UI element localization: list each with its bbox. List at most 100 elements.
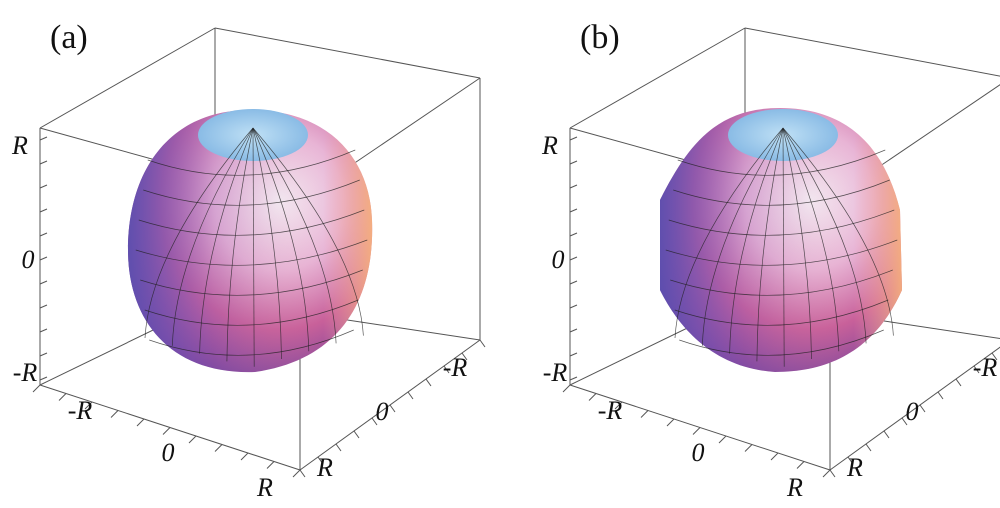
mesh-line bbox=[252, 127, 337, 344]
mesh-line bbox=[665, 239, 898, 266]
tick-mark bbox=[32, 384, 41, 393]
tick-mark bbox=[919, 404, 926, 413]
vertical-tick-label: -R bbox=[13, 358, 38, 387]
tick-mark bbox=[569, 304, 578, 309]
tick-mark bbox=[214, 444, 223, 452]
surface-shade bbox=[128, 110, 373, 373]
mesh-line bbox=[701, 127, 784, 346]
mesh-line bbox=[782, 127, 867, 344]
tick-mark bbox=[569, 184, 578, 189]
tick-mark bbox=[666, 418, 675, 427]
vertical-tick-label: R bbox=[11, 131, 28, 160]
box-edge bbox=[39, 27, 216, 129]
tick-mark bbox=[770, 452, 779, 461]
panel-label: (a) bbox=[50, 19, 88, 56]
tick-mark bbox=[110, 410, 119, 418]
tick-mark bbox=[588, 393, 597, 401]
mesh-line bbox=[140, 269, 363, 296]
side-tick-label: 0 bbox=[906, 397, 919, 426]
front-tick-label: R bbox=[256, 473, 273, 502]
mesh-line bbox=[199, 127, 254, 354]
tick-mark bbox=[718, 435, 727, 444]
tick-mark bbox=[240, 452, 249, 461]
front-tick-label: 0 bbox=[162, 438, 175, 467]
tick-mark bbox=[353, 430, 360, 439]
tick-mark bbox=[865, 443, 872, 452]
box-edge bbox=[214, 27, 481, 79]
panel: (a) R 0 -R -R 0 R -R 0 R bbox=[11, 19, 486, 502]
tick-mark bbox=[614, 401, 623, 410]
tick-mark bbox=[299, 469, 306, 478]
mesh-line bbox=[147, 149, 356, 176]
tick-mark bbox=[822, 469, 831, 478]
tick-mark bbox=[39, 208, 48, 213]
tick-mark bbox=[461, 352, 468, 361]
side-tick-label: 0 bbox=[376, 397, 389, 426]
tick-mark bbox=[317, 456, 324, 465]
tick-mark bbox=[955, 378, 962, 387]
tick-mark bbox=[569, 160, 578, 165]
tick-mark bbox=[39, 136, 48, 141]
tick-mark bbox=[569, 208, 578, 213]
side-tick-label: R bbox=[316, 453, 333, 482]
front-tick-label: -R bbox=[598, 396, 623, 425]
mesh-line bbox=[677, 149, 886, 176]
tick-mark bbox=[443, 365, 450, 374]
tick-mark bbox=[292, 469, 301, 478]
front-tick-label: 0 bbox=[692, 438, 705, 467]
mesh-line bbox=[252, 127, 255, 367]
tick-mark bbox=[58, 393, 67, 401]
tick-mark bbox=[39, 328, 48, 333]
panel: (b) R 0 -R -R 0 R -R 0 R bbox=[541, 19, 1000, 502]
tick-mark bbox=[335, 443, 342, 452]
mesh-line bbox=[252, 127, 282, 360]
tick-mark bbox=[389, 404, 396, 413]
tick-mark bbox=[162, 427, 171, 435]
tick-mark bbox=[39, 160, 48, 165]
tick-mark bbox=[744, 444, 753, 452]
mesh-line bbox=[138, 209, 365, 236]
mesh-line bbox=[252, 127, 364, 336]
tick-mark bbox=[569, 256, 578, 261]
vertical-tick-label: 0 bbox=[22, 245, 35, 274]
tick-mark bbox=[692, 427, 701, 435]
tick-mark bbox=[569, 232, 578, 237]
tick-mark bbox=[973, 365, 980, 374]
tick-mark bbox=[991, 352, 998, 361]
mesh-line bbox=[673, 179, 890, 206]
box-edge bbox=[569, 27, 746, 129]
tick-mark bbox=[39, 352, 48, 357]
mesh-line bbox=[144, 127, 254, 339]
tick-mark bbox=[39, 280, 48, 285]
front-tick-label: R bbox=[786, 473, 803, 502]
tick-mark bbox=[371, 417, 378, 426]
tick-mark bbox=[883, 430, 890, 439]
tick-mark bbox=[569, 352, 578, 357]
tick-mark bbox=[569, 280, 578, 285]
tick-mark bbox=[39, 232, 48, 237]
tick-mark bbox=[425, 378, 432, 387]
tick-mark bbox=[829, 469, 836, 478]
tick-mark bbox=[640, 410, 649, 418]
mesh-line bbox=[149, 329, 354, 356]
mesh-line bbox=[171, 127, 254, 346]
tick-mark bbox=[562, 384, 571, 393]
tick-mark bbox=[569, 136, 578, 141]
mesh-line bbox=[679, 329, 884, 356]
side-tick-label: -R bbox=[973, 353, 998, 382]
mesh-line bbox=[144, 299, 359, 326]
mesh-line bbox=[782, 127, 894, 336]
tick-mark bbox=[188, 435, 197, 444]
side-tick-label: -R bbox=[443, 353, 468, 382]
mesh-line bbox=[674, 299, 889, 326]
mesh-line bbox=[670, 269, 893, 296]
tick-mark bbox=[84, 401, 93, 410]
front-tick-label: -R bbox=[68, 396, 93, 425]
tick-mark bbox=[569, 376, 578, 381]
tick-mark bbox=[937, 391, 944, 400]
tick-mark bbox=[847, 456, 854, 465]
panel-label: (b) bbox=[580, 19, 620, 56]
tick-mark bbox=[39, 304, 48, 309]
mesh-line bbox=[729, 127, 784, 354]
